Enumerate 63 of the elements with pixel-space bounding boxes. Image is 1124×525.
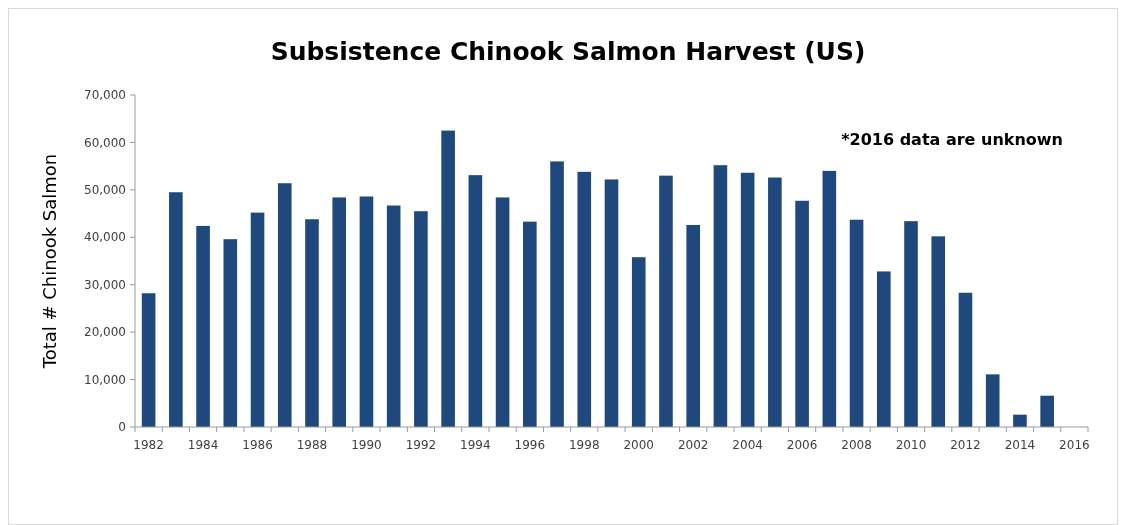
x-tick-label: 1992: [405, 438, 437, 452]
y-tick-label: 0: [118, 420, 126, 435]
y-tick-label: 20,000: [84, 325, 126, 340]
y-tick-label: 70,000: [84, 88, 126, 103]
x-tick-label: 2012: [950, 438, 981, 452]
bar: [631, 257, 646, 427]
x-tick-label: 1988: [296, 438, 328, 452]
x-tick-label: 2006: [786, 438, 818, 452]
bar: [359, 196, 374, 427]
bar: [441, 130, 455, 427]
bar: [169, 192, 183, 427]
bar: [550, 161, 564, 427]
bar: [713, 165, 728, 427]
y-tick-label: 30,000: [84, 277, 126, 292]
x-tick-label: 1996: [514, 438, 546, 452]
bar: [223, 239, 238, 427]
bar: [958, 292, 973, 427]
y-tick-label: 40,000: [84, 230, 126, 245]
bar: [822, 170, 837, 427]
bar: [141, 293, 156, 427]
x-tick-label: 1984: [187, 438, 219, 452]
y-axis-title: Total # Chinook Salmon: [39, 153, 60, 370]
bar: [795, 200, 809, 427]
bar: [414, 211, 428, 427]
y-tick-label: 10,000: [84, 372, 126, 387]
x-tick-label: 1998: [569, 438, 600, 452]
bar: [577, 171, 592, 427]
x-tick-label: 2016: [1059, 438, 1090, 452]
bar: [686, 224, 700, 427]
x-tick-label: 2004: [732, 438, 763, 452]
x-tick-label: 2010: [895, 438, 927, 452]
chart-title: Subsistence Chinook Salmon Harvest (US): [270, 37, 866, 66]
bar: [495, 197, 510, 427]
bar: [985, 374, 1000, 427]
bar: [931, 236, 946, 427]
bar: [305, 219, 319, 427]
x-tick-label: 2008: [841, 438, 872, 452]
bar: [876, 271, 891, 427]
bar: [196, 225, 210, 427]
bar: [904, 221, 918, 427]
x-tick-label: 1990: [351, 438, 382, 452]
x-tick-label: 1994: [460, 438, 491, 452]
x-tick-label: 1986: [242, 438, 273, 452]
bar: [386, 205, 401, 427]
y-tick-label: 50,000: [84, 183, 126, 198]
bar: [332, 197, 347, 427]
bar: [250, 212, 265, 427]
y-tick-label: 60,000: [84, 135, 126, 150]
annotation: *2016 data are unknown: [841, 130, 1063, 149]
bar: [604, 179, 619, 427]
bar: [768, 177, 782, 427]
bar: [1013, 414, 1027, 427]
x-tick-label: 2002: [677, 438, 709, 452]
bar: [659, 175, 673, 427]
bar: [740, 172, 755, 427]
bar: [1040, 395, 1054, 427]
bar: [468, 175, 483, 427]
x-tick-label: 2000: [623, 438, 654, 452]
bar: [849, 219, 864, 427]
x-tick-label: 2014: [1004, 438, 1036, 452]
bar: [523, 221, 537, 427]
bar: [277, 183, 292, 427]
x-tick-label: 1982: [133, 438, 164, 452]
